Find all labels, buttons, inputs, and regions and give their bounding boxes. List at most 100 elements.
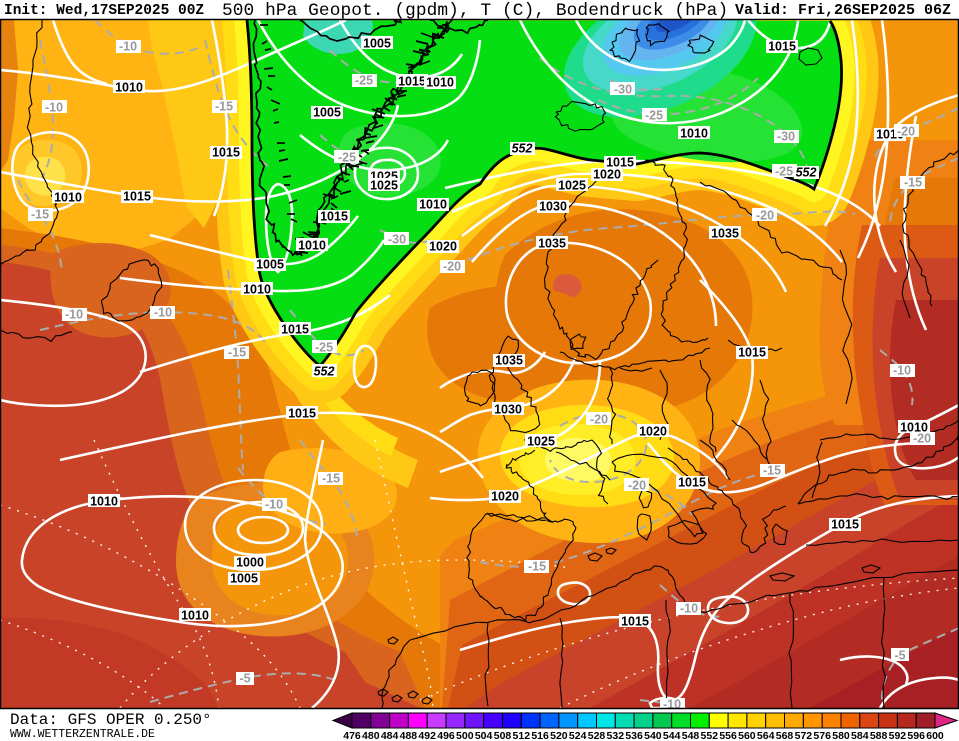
svg-text:-25: -25 [645, 109, 663, 123]
svg-text:1020: 1020 [593, 168, 621, 182]
svg-text:-15: -15 [904, 176, 922, 190]
svg-text:-15: -15 [228, 346, 246, 360]
svg-text:-10: -10 [265, 498, 283, 512]
svg-text:1015: 1015 [768, 40, 796, 54]
svg-text:540: 540 [644, 730, 662, 741]
svg-text:572: 572 [795, 730, 813, 741]
svg-text:1035: 1035 [495, 354, 523, 368]
svg-text:-10: -10 [65, 308, 83, 322]
svg-text:500: 500 [456, 730, 474, 741]
svg-text:1030: 1030 [494, 403, 522, 417]
svg-text:592: 592 [889, 730, 907, 741]
svg-text:1015: 1015 [621, 615, 649, 629]
svg-text:516: 516 [531, 730, 549, 741]
svg-text:-20: -20 [913, 432, 931, 446]
svg-text:-10: -10 [680, 602, 698, 616]
svg-text:596: 596 [907, 730, 925, 741]
svg-text:-25: -25 [355, 74, 373, 88]
svg-text:-10: -10 [154, 306, 172, 320]
svg-text:-20: -20 [897, 125, 915, 139]
svg-text:556: 556 [719, 730, 737, 741]
svg-text:1015: 1015 [123, 190, 151, 204]
svg-text:WWW.WETTERZENTRALE.DE: WWW.WETTERZENTRALE.DE [10, 728, 155, 741]
svg-text:1015: 1015 [281, 323, 309, 337]
svg-text:-25: -25 [338, 151, 356, 165]
svg-text:520: 520 [550, 730, 568, 741]
svg-text:1005: 1005 [363, 37, 391, 51]
svg-text:Valid: Fri,26SEP2025 06Z: Valid: Fri,26SEP2025 06Z [735, 2, 951, 19]
svg-text:1015: 1015 [678, 476, 706, 490]
svg-text:1010: 1010 [680, 127, 708, 141]
svg-text:-15: -15 [322, 472, 340, 486]
svg-text:1000: 1000 [236, 556, 264, 570]
svg-text:-20: -20 [756, 209, 774, 223]
svg-text:-10: -10 [893, 364, 911, 378]
svg-text:528: 528 [588, 730, 606, 741]
svg-text:1010: 1010 [181, 609, 209, 623]
svg-text:1015: 1015 [288, 407, 316, 421]
svg-text:588: 588 [870, 730, 888, 741]
svg-text:1035: 1035 [538, 237, 566, 251]
svg-text:1015: 1015 [398, 75, 426, 89]
svg-text:476: 476 [343, 730, 361, 741]
svg-text:1010: 1010 [900, 421, 928, 435]
svg-text:-15: -15 [215, 100, 233, 114]
svg-text:-20: -20 [590, 413, 608, 427]
svg-text:-10: -10 [119, 40, 137, 54]
svg-text:1010: 1010 [419, 198, 447, 212]
svg-text:1015: 1015 [320, 210, 348, 224]
svg-text:Data: GFS OPER 0.250°: Data: GFS OPER 0.250° [10, 711, 212, 729]
svg-text:600: 600 [926, 730, 944, 741]
svg-text:1015: 1015 [606, 156, 634, 170]
svg-text:496: 496 [437, 730, 455, 741]
svg-text:536: 536 [625, 730, 643, 741]
svg-text:492: 492 [418, 730, 436, 741]
svg-text:1015: 1015 [738, 346, 766, 360]
svg-text:1030: 1030 [539, 200, 567, 214]
svg-text:1015: 1015 [831, 518, 859, 532]
svg-text:1010: 1010 [243, 283, 271, 297]
svg-text:-25: -25 [775, 165, 793, 179]
svg-text:552: 552 [314, 365, 335, 379]
svg-text:-15: -15 [31, 208, 49, 222]
svg-text:-20: -20 [628, 479, 646, 493]
svg-text:1020: 1020 [491, 490, 519, 504]
svg-text:-20: -20 [443, 260, 461, 274]
svg-text:1020: 1020 [429, 240, 457, 254]
svg-text:1025: 1025 [527, 435, 555, 449]
svg-text:1005: 1005 [256, 258, 284, 272]
svg-text:1015: 1015 [212, 146, 240, 160]
svg-text:-5: -5 [894, 649, 905, 663]
svg-text:1010: 1010 [54, 191, 82, 205]
svg-text:-25: -25 [315, 341, 333, 355]
svg-text:560: 560 [738, 730, 756, 741]
svg-text:500 hPa Geopot. (gpdm), T (C),: 500 hPa Geopot. (gpdm), T (C), Bodendruc… [222, 1, 728, 21]
svg-text:484: 484 [381, 730, 399, 741]
svg-text:564: 564 [757, 730, 775, 741]
svg-text:-15: -15 [763, 464, 781, 478]
svg-text:552: 552 [701, 730, 719, 741]
svg-text:1010: 1010 [90, 495, 118, 509]
svg-text:1010: 1010 [426, 76, 454, 90]
svg-text:-30: -30 [614, 83, 632, 97]
svg-text:544: 544 [663, 730, 681, 741]
svg-text:1005: 1005 [313, 106, 341, 120]
svg-text:-10: -10 [663, 698, 681, 712]
svg-text:-30: -30 [388, 233, 406, 247]
svg-text:1025: 1025 [558, 179, 586, 193]
svg-text:-5: -5 [239, 672, 250, 686]
svg-text:1010: 1010 [298, 239, 326, 253]
svg-text:1025: 1025 [370, 179, 398, 193]
svg-text:-15: -15 [528, 560, 546, 574]
svg-text:488: 488 [400, 730, 418, 741]
svg-text:512: 512 [513, 730, 531, 741]
svg-text:584: 584 [851, 730, 869, 741]
svg-text:552: 552 [512, 142, 533, 156]
svg-text:548: 548 [682, 730, 700, 741]
svg-text:1035: 1035 [711, 227, 739, 241]
svg-text:-10: -10 [45, 101, 63, 115]
svg-text:480: 480 [362, 730, 380, 741]
svg-text:-30: -30 [777, 130, 795, 144]
svg-text:1020: 1020 [639, 425, 667, 439]
svg-text:508: 508 [494, 730, 512, 741]
